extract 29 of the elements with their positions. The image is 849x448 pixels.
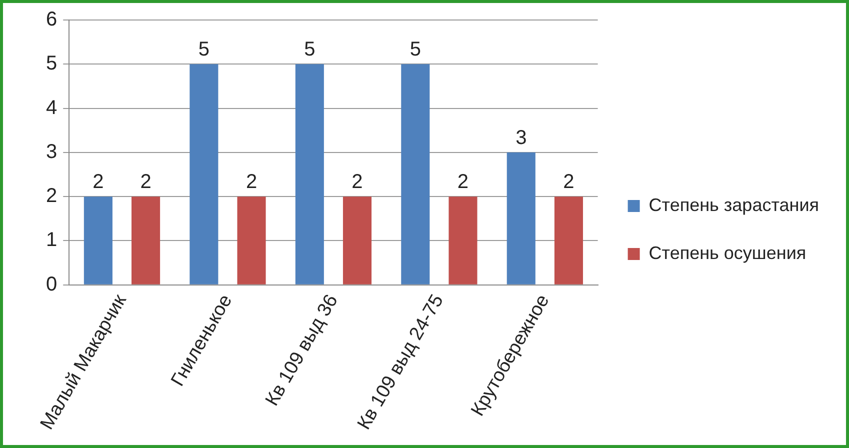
bar — [448, 196, 478, 284]
bar — [237, 196, 266, 284]
data-label: 5 — [304, 38, 316, 61]
legend-label: Степень осушения — [648, 242, 806, 263]
bar — [506, 152, 536, 284]
data-label: 2 — [92, 171, 104, 194]
y-tick-label: 6 — [46, 8, 58, 31]
bar — [84, 196, 112, 284]
bar — [295, 64, 324, 284]
data-label: 2 — [563, 171, 574, 194]
y-tick-label: 0 — [46, 273, 58, 296]
data-label: 2 — [246, 171, 258, 194]
bar — [401, 64, 430, 284]
data-label: 5 — [410, 38, 421, 61]
y-tick-label: 2 — [46, 185, 58, 208]
y-tick-label: 3 — [46, 140, 58, 163]
data-label: 2 — [140, 171, 152, 194]
bar — [190, 64, 218, 284]
y-tick-label: 1 — [46, 229, 58, 252]
data-label: 5 — [198, 38, 210, 61]
bar — [554, 196, 583, 284]
bar — [132, 196, 160, 284]
legend-label: Степень зарастания — [648, 194, 820, 215]
y-tick-label: 5 — [46, 52, 58, 75]
bar — [342, 196, 372, 284]
data-label: 2 — [457, 171, 469, 194]
data-label: 3 — [516, 126, 527, 149]
y-tick-label: 4 — [46, 96, 58, 119]
data-label: 2 — [352, 171, 363, 194]
